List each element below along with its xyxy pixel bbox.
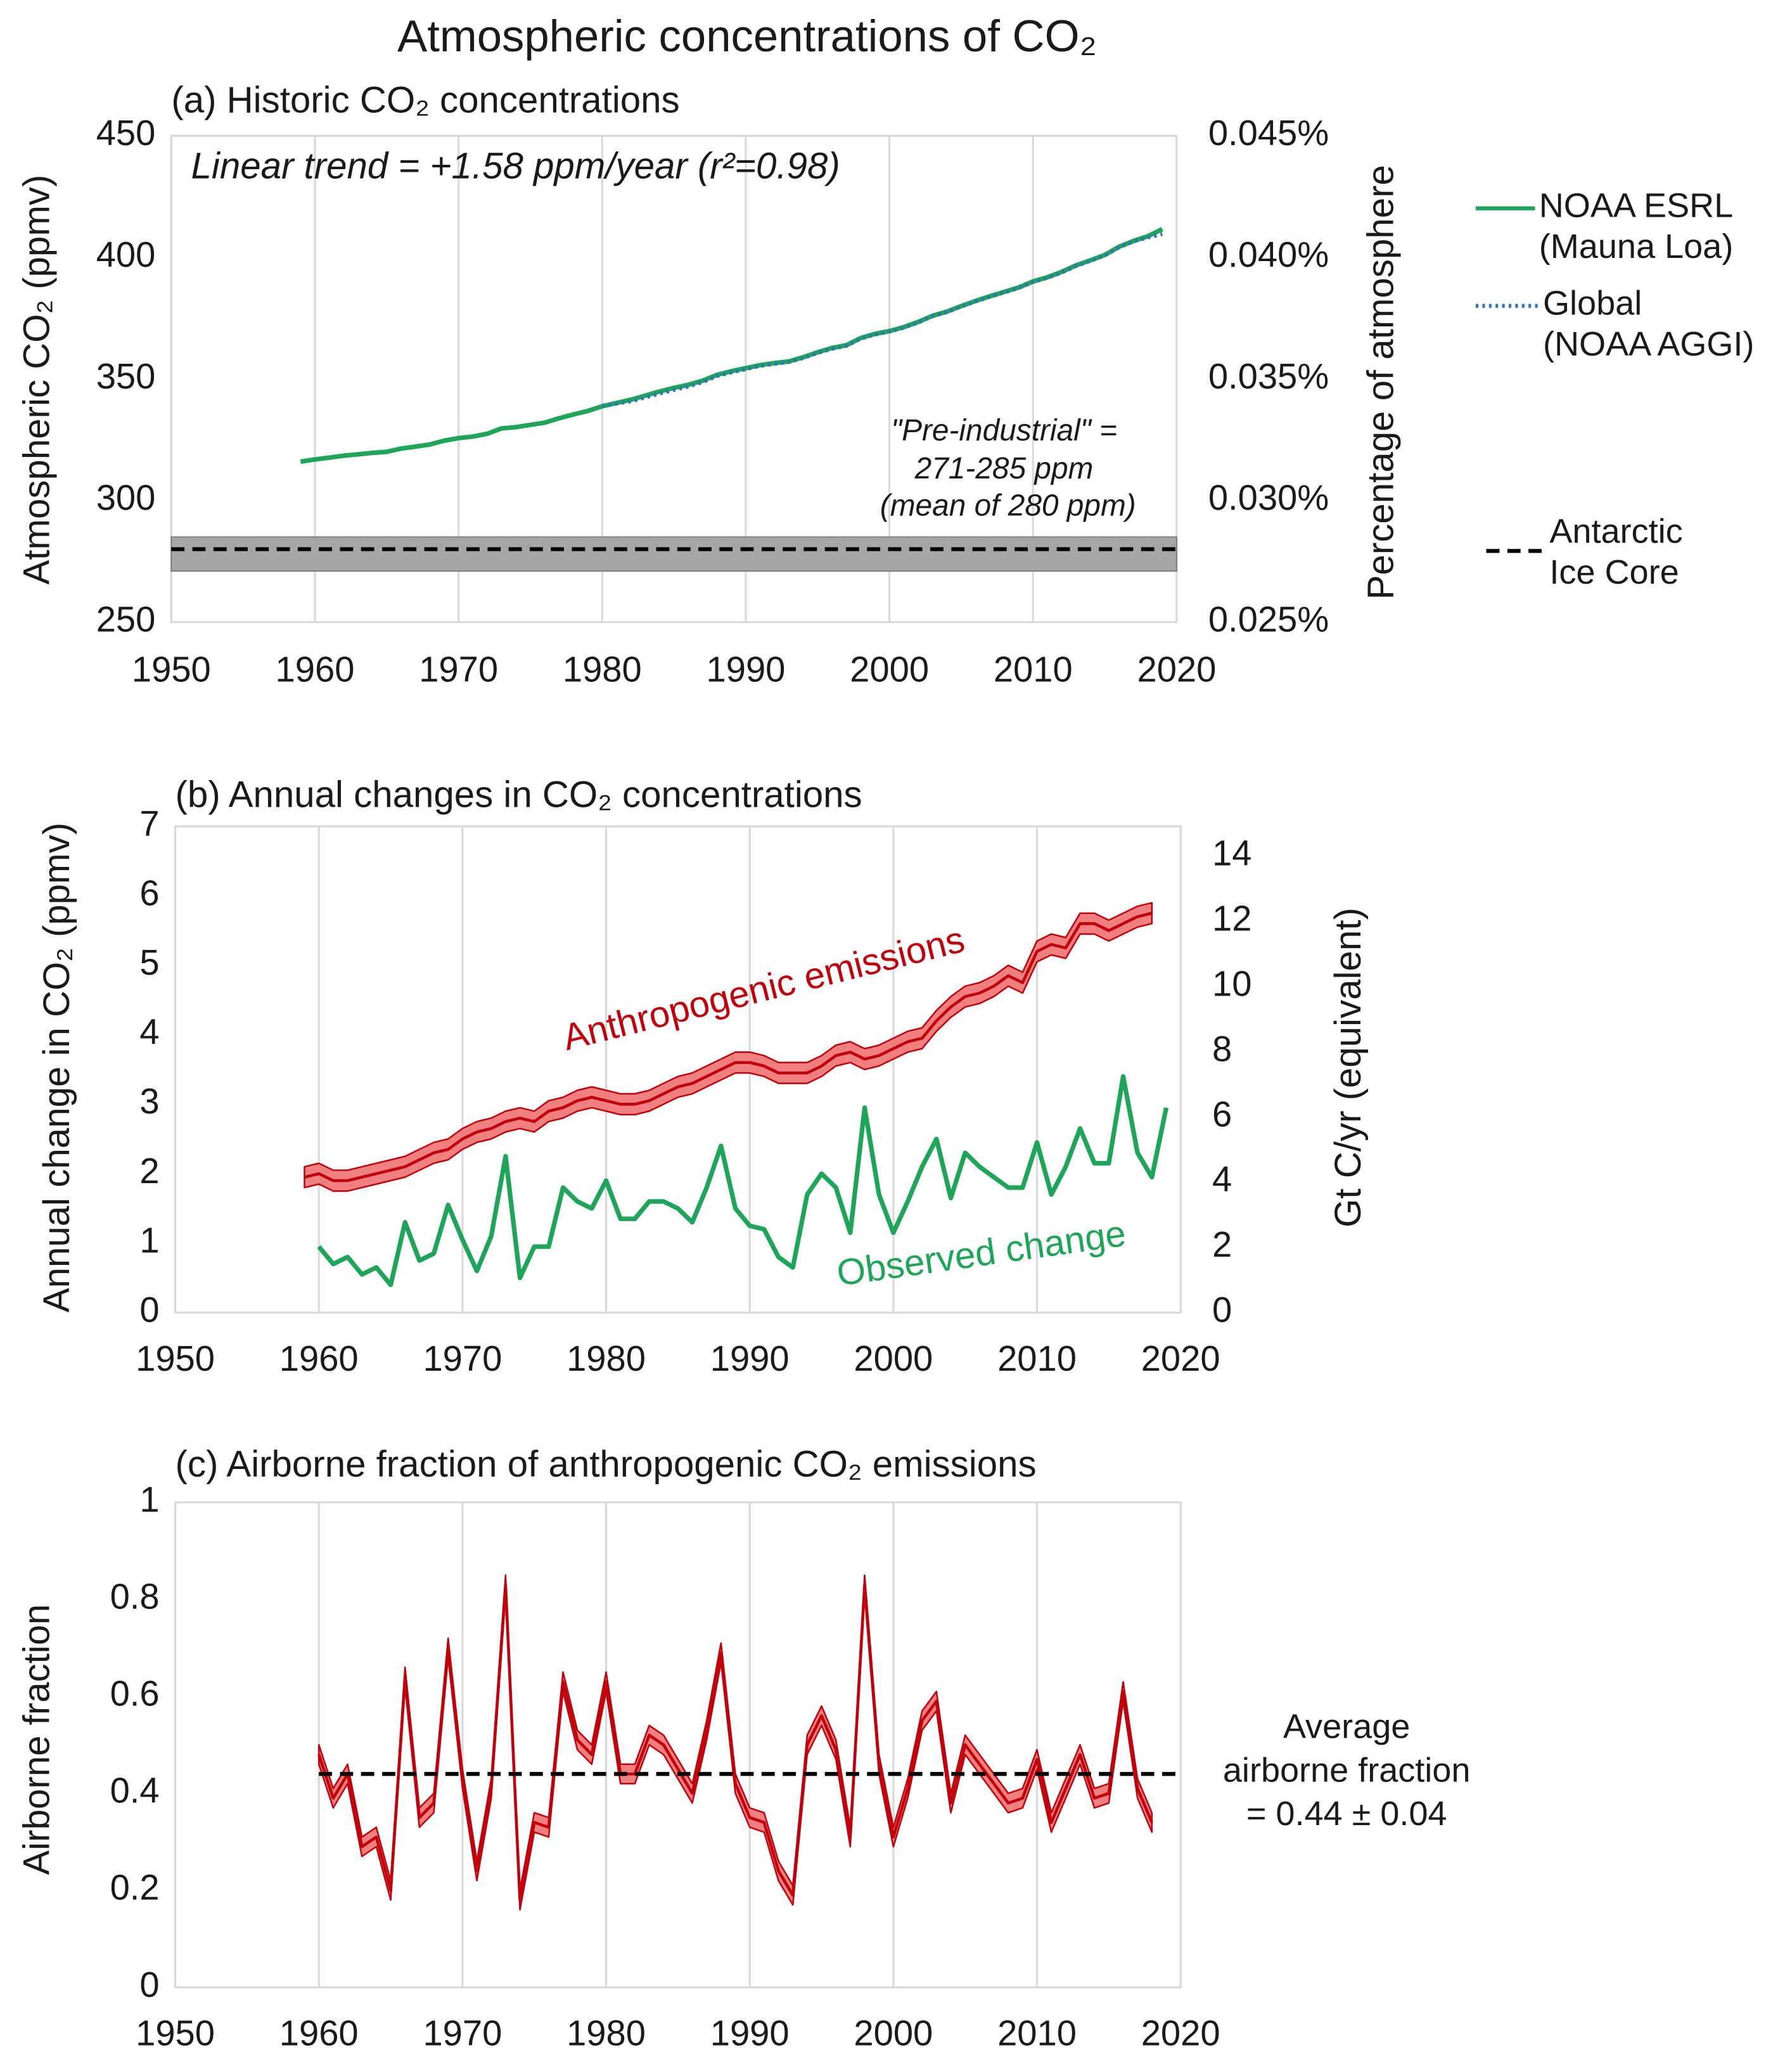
panel-title: (c) Airborne fraction of anthropogenic C… — [176, 1444, 1037, 1485]
x-tick-label: 2000 — [854, 1338, 933, 1378]
y-tick-label: 5 — [139, 942, 159, 982]
y-tick-label: 350 — [96, 356, 156, 396]
y2-tick-label: 0.030% — [1208, 478, 1329, 518]
y2-tick-label: 6 — [1212, 1094, 1232, 1134]
annotation: airborne fraction — [1223, 1751, 1471, 1789]
y-tick-label: 300 — [96, 478, 156, 518]
y-tick-label: 2 — [139, 1151, 159, 1191]
y-tick-label: 0.8 — [110, 1577, 160, 1617]
x-tick-label: 1950 — [136, 1338, 215, 1378]
x-tick-label: 1970 — [423, 2013, 502, 2052]
y2-tick-label: 8 — [1212, 1029, 1232, 1068]
legend-label: Global (NOAA AGGI) — [1543, 285, 1754, 363]
x-tick-label: 2010 — [994, 650, 1073, 689]
y-tick-label: 0.4 — [110, 1771, 160, 1811]
y-tick-label: 450 — [96, 113, 156, 153]
x-tick-label: 1970 — [419, 650, 498, 689]
reference-band — [170, 536, 1177, 572]
figure-title: Atmospheric concentrations of CO₂ — [397, 11, 1097, 61]
annotation: Linear trend = +1.58 ppm/year (r²=0.98) — [191, 146, 840, 187]
legend-label: Antarctic Ice Core — [1549, 513, 1682, 591]
x-tick-label: 1990 — [707, 650, 786, 689]
y-tick-label: 400 — [96, 234, 156, 274]
annotation: "Pre-industrial" = — [891, 414, 1117, 447]
plot-area — [174, 1501, 1182, 1989]
x-tick-label: 1980 — [566, 1338, 646, 1378]
y-tick-label: 0.6 — [110, 1674, 160, 1714]
y2-tick-label: 0.035% — [1208, 356, 1329, 396]
y2-tick-label: 4 — [1212, 1159, 1232, 1199]
annotation: 271-285 ppm — [914, 452, 1094, 485]
x-tick-label: 1970 — [423, 1338, 502, 1378]
y-axis-label: Annual change in CO₂ (ppmv) — [36, 823, 77, 1312]
x-tick-label: 1950 — [136, 2013, 215, 2052]
y-tick-label: 7 — [139, 804, 159, 843]
uncertainty-band — [304, 902, 1153, 1192]
x-tick-label: 1960 — [276, 650, 355, 689]
y-axis-label: Atmospheric CO₂ (ppmv) — [16, 175, 58, 585]
x-tick-label: 1960 — [279, 1338, 359, 1378]
x-tick-label: 1980 — [563, 650, 642, 689]
annotation: = 0.44 ± 0.04 — [1246, 1795, 1447, 1833]
x-tick-label: 1990 — [710, 2013, 790, 2052]
annotation: Average — [1283, 1708, 1410, 1746]
y-tick-label: 4 — [139, 1012, 159, 1052]
y2-tick-label: 0 — [1212, 1290, 1232, 1330]
series-line — [601, 232, 1163, 408]
uncertainty-band — [317, 1574, 1153, 1911]
y-tick-label: 1 — [139, 1220, 159, 1260]
annotation: (mean of 280 ppm) — [880, 489, 1136, 522]
y-tick-label: 1 — [139, 1480, 159, 1520]
x-tick-label: 2010 — [997, 1338, 1077, 1378]
y-tick-label: 0 — [139, 1965, 159, 2004]
y2-tick-label: 0.040% — [1208, 234, 1329, 274]
y2-axis-label: Percentage of atmosphere — [1360, 165, 1402, 600]
x-tick-label: 1950 — [132, 650, 211, 689]
y-axis-label: Airborne fraction — [16, 1604, 58, 1875]
series-line — [317, 1074, 1169, 1288]
x-tick-label: 2010 — [997, 2013, 1077, 2052]
x-tick-label: 1990 — [710, 1338, 790, 1378]
series-line — [317, 1583, 1153, 1902]
y-tick-label: 3 — [139, 1081, 159, 1121]
y2-tick-label: 14 — [1212, 833, 1251, 873]
series-line — [304, 911, 1153, 1183]
x-tick-label: 2020 — [1141, 2013, 1220, 2052]
y2-tick-label: 2 — [1212, 1224, 1232, 1264]
x-tick-label: 2000 — [854, 2013, 933, 2052]
y2-tick-label: 12 — [1212, 899, 1251, 939]
series-label: Observed change — [835, 1213, 1129, 1294]
y2-tick-label: 0.025% — [1208, 599, 1329, 639]
x-tick-label: 2020 — [1141, 1338, 1220, 1378]
x-tick-label: 2020 — [1137, 650, 1216, 689]
y2-axis-label: Gt C/yr (equivalent) — [1328, 907, 1369, 1228]
y-tick-label: 0.2 — [110, 1868, 160, 1908]
x-tick-label: 2000 — [850, 650, 929, 689]
y-tick-label: 250 — [96, 599, 156, 639]
legend-label: NOAA ESRL (Mauna Loa) — [1539, 187, 1733, 266]
y2-tick-label: 10 — [1212, 963, 1251, 1003]
panel-title: (b) Annual changes in CO₂ concentrations — [176, 774, 862, 816]
x-tick-label: 1980 — [566, 2013, 646, 2052]
y2-tick-label: 0.045% — [1208, 113, 1329, 153]
panel-title: (a) Historic CO₂ concentrations — [171, 80, 679, 121]
x-tick-label: 1960 — [279, 2013, 359, 2052]
y-tick-label: 6 — [139, 873, 159, 913]
y-tick-label: 0 — [139, 1290, 159, 1330]
